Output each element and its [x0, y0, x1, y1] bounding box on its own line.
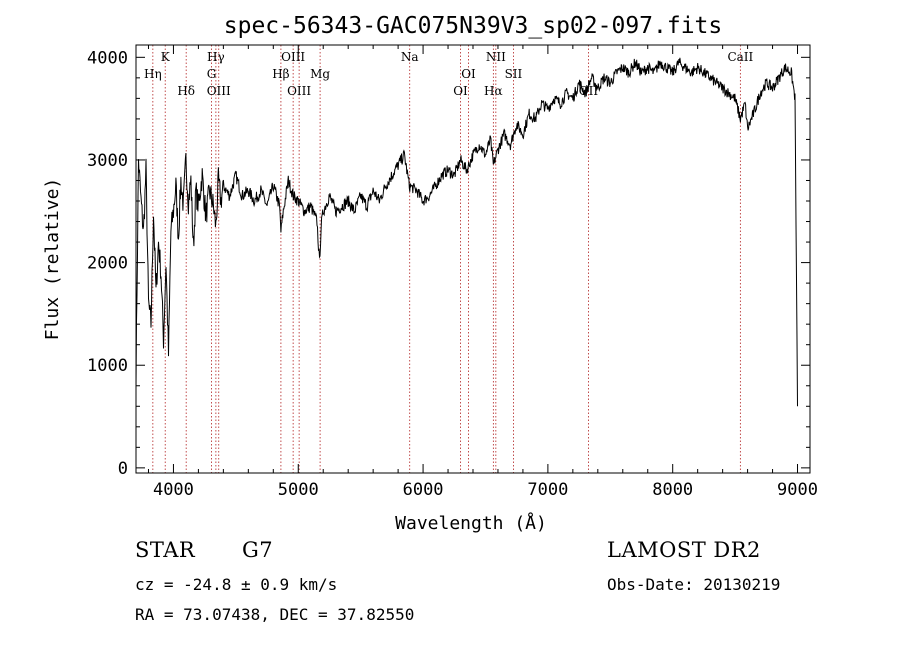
line-label-oiii: OIII: [287, 84, 311, 98]
y-tick-label: 0: [118, 459, 128, 479]
line-label-hη: Hη: [144, 67, 162, 81]
line-label-hα: Hα: [484, 84, 503, 98]
line-label-oiii: OIII: [207, 84, 231, 98]
y-tick-label: 3000: [87, 151, 128, 171]
chart-title: spec-56343-GAC075N39V3_sp02-097.fits: [224, 13, 723, 39]
line-label-hβ: Hβ: [272, 67, 289, 81]
line-label-na: Na: [401, 50, 419, 64]
line-label-oiii: OIII: [281, 50, 305, 64]
x-tick-label: 8000: [652, 480, 693, 500]
spectral-line-markers: [152, 45, 741, 473]
y-axis-label: Flux (relative): [42, 178, 63, 341]
line-label-oi: OI: [453, 84, 468, 98]
observation-date: Obs-Date: 20130219: [607, 575, 781, 594]
x-tick-label: 5000: [278, 480, 319, 500]
plot-frame: [135, 44, 811, 474]
coordinates: RA = 73.07438, DEC = 37.82550: [135, 605, 415, 624]
redshift-velocity: cz = -24.8 ± 0.9 km/s: [135, 575, 338, 594]
line-label-mg: Mg: [310, 67, 330, 81]
survey-name: LAMOST DR2: [607, 538, 761, 562]
line-label-oi: OI: [461, 67, 476, 81]
y-axis-ticks: 0 1000 2000 3000 4000: [87, 48, 810, 479]
spectral-line-labels: HηKHδHγGOIIIOIIIHβOIIIMgNaOIOINIIHαSIIOI…: [144, 50, 753, 98]
x-axis-ticks: 4000 5000 6000 7000 8000 9000: [147, 45, 818, 500]
x-tick-label: 9000: [777, 480, 818, 500]
line-label-g: G: [207, 67, 217, 81]
x-tick-label: 7000: [527, 480, 568, 500]
spectrum-series-line: [135, 57, 798, 407]
line-label-nii: NII: [486, 50, 506, 64]
y-tick-label: 4000: [87, 48, 128, 68]
y-tick-label: 2000: [87, 254, 128, 274]
line-label-caii: CaII: [727, 50, 753, 64]
line-label-hγ: Hγ: [207, 50, 225, 64]
object-class: STAR: [135, 538, 196, 562]
object-subclass: G7: [242, 538, 274, 562]
y-tick-label: 1000: [87, 356, 128, 376]
line-label-sii: SII: [505, 67, 523, 81]
x-axis-label: Wavelength (Å): [395, 512, 547, 534]
line-label-hδ: Hδ: [177, 84, 195, 98]
x-tick-label: 6000: [403, 480, 444, 500]
x-tick-label: 4000: [153, 480, 194, 500]
line-label-k: K: [161, 50, 171, 64]
